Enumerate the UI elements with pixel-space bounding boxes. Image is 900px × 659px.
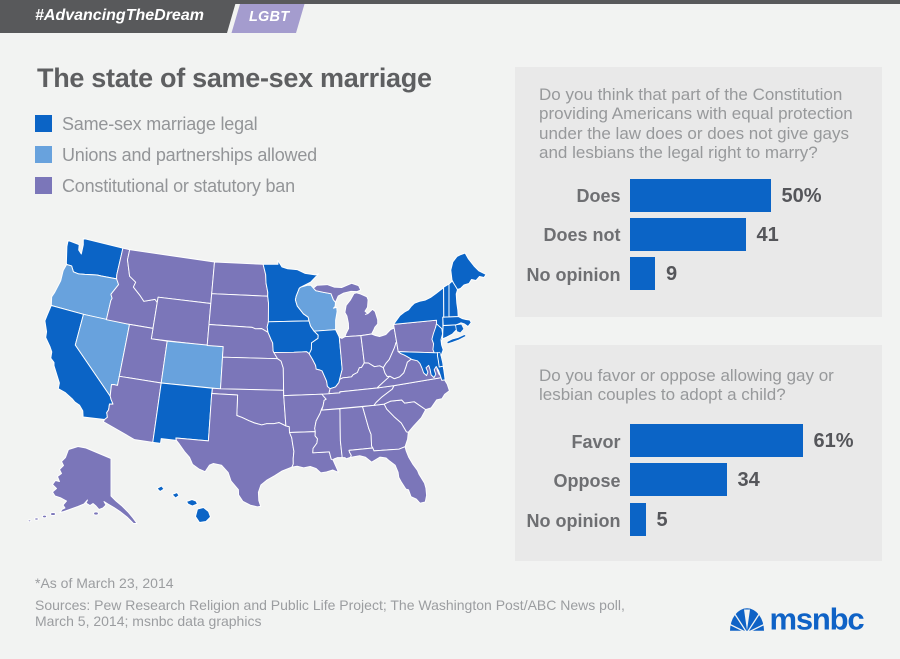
svg-text:msnbc: msnbc (770, 604, 865, 637)
